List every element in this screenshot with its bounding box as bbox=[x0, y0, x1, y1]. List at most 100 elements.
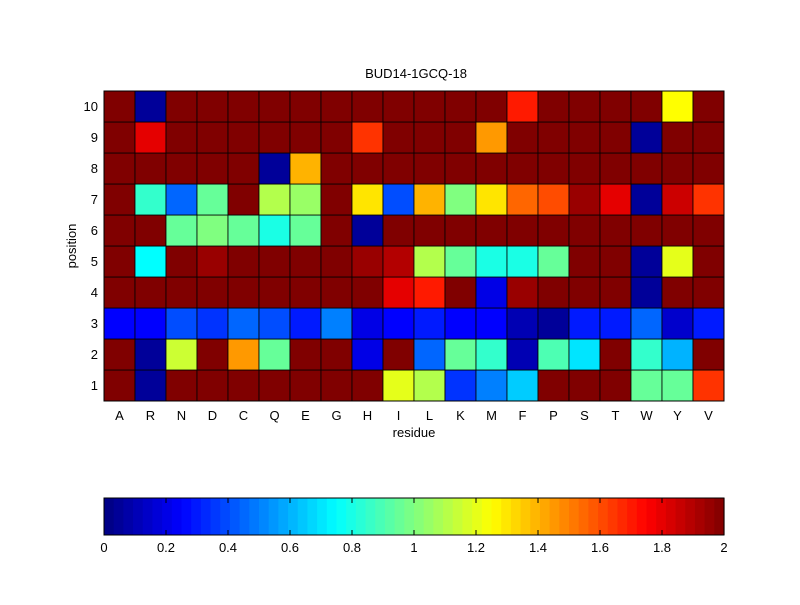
colorbar-swatch bbox=[656, 498, 667, 535]
heatmap-cell-A-4 bbox=[103, 276, 136, 309]
colorbar-swatch bbox=[481, 498, 493, 535]
colorbar-swatch bbox=[384, 498, 396, 535]
heatmap-cell-R-7 bbox=[134, 183, 167, 216]
heatmap-cell-Q-1 bbox=[258, 369, 291, 402]
heatmap-cell-M-8 bbox=[475, 152, 508, 185]
heatmap-cell-L-9 bbox=[413, 121, 446, 154]
x-tick-label-H: H bbox=[363, 408, 372, 423]
heatmap-cell-P-5 bbox=[537, 245, 570, 278]
heatmap-cell-G-7 bbox=[320, 183, 353, 216]
y-axis-ticks: 1 2 3 4 5 6 7 8 9 10 bbox=[84, 99, 98, 393]
heatmap-cell-E-1 bbox=[289, 369, 322, 402]
heatmap-cell-W-5 bbox=[630, 245, 663, 278]
heatmap-cell-I-1 bbox=[382, 369, 415, 402]
heatmap-cell-E-5 bbox=[289, 245, 322, 278]
heatmap-cell-W-8 bbox=[630, 152, 663, 185]
heatmap-cell-R-9 bbox=[134, 121, 167, 154]
heatmap-cell-T-2 bbox=[599, 338, 632, 371]
heatmap-cell-V-3 bbox=[692, 307, 725, 340]
x-axis-label: residue bbox=[393, 425, 436, 440]
heatmap-cell-R-2 bbox=[134, 338, 167, 371]
heatmap-cell-L-2 bbox=[413, 338, 446, 371]
y-axis-label: position bbox=[64, 224, 79, 269]
heatmap-cell-Q-8 bbox=[258, 152, 291, 185]
heatmap-cell-R-1 bbox=[134, 369, 167, 402]
heatmap-cell-D-2 bbox=[196, 338, 229, 371]
heatmap-cell-F-6 bbox=[506, 214, 539, 247]
colorbar-swatch bbox=[423, 498, 434, 535]
heatmap-cell-W-6 bbox=[630, 214, 663, 247]
colorbar-swatch bbox=[191, 498, 202, 535]
colorbar-swatch bbox=[404, 498, 415, 535]
heatmap-cell-N-10 bbox=[165, 90, 198, 123]
heatmap-cell-R-10 bbox=[134, 90, 167, 123]
colorbar-swatch bbox=[104, 498, 115, 535]
colorbar-swatch bbox=[665, 498, 677, 535]
heatmap-cell-Q-5 bbox=[258, 245, 291, 278]
heatmap-cell-I-3 bbox=[382, 307, 415, 340]
colorbar-tick-label: 0.2 bbox=[157, 540, 175, 555]
heatmap-cell-S-9 bbox=[568, 121, 601, 154]
heatmap-cell-D-8 bbox=[196, 152, 229, 185]
heatmap-cell-Q-2 bbox=[258, 338, 291, 371]
heatmap-cell-N-3 bbox=[165, 307, 198, 340]
colorbar-swatch bbox=[210, 498, 221, 535]
heatmap-cell-W-9 bbox=[630, 121, 663, 154]
x-tick-label-Y: Y bbox=[673, 408, 682, 423]
colorbar-swatch bbox=[704, 498, 715, 535]
y-tick-label-7: 7 bbox=[91, 192, 98, 207]
x-tick-label-I: I bbox=[397, 408, 401, 423]
colorbar-swatch bbox=[355, 498, 367, 535]
colorbar-tick-label: 1 bbox=[410, 540, 417, 555]
heatmap-cell-H-9 bbox=[351, 121, 384, 154]
heatmap-cell-L-6 bbox=[413, 214, 446, 247]
colorbar-swatch bbox=[123, 498, 134, 535]
heatmap-cell-F-10 bbox=[506, 90, 539, 123]
heatmap-cell-N-1 bbox=[165, 369, 198, 402]
colorbar-tick-label: 1.6 bbox=[591, 540, 609, 555]
heatmap-cell-N-7 bbox=[165, 183, 198, 216]
heatmap-cell-Y-7 bbox=[661, 183, 694, 216]
heatmap-cell-R-4 bbox=[134, 276, 167, 309]
heatmap-cell-T-7 bbox=[599, 183, 632, 216]
colorbar-swatch bbox=[162, 498, 173, 535]
heatmap-cell-D-7 bbox=[196, 183, 229, 216]
colorbar-swatch bbox=[336, 498, 347, 535]
colorbar-tick-label: 0 bbox=[100, 540, 107, 555]
heatmap-cell-D-5 bbox=[196, 245, 229, 278]
y-tick-label-1: 1 bbox=[91, 378, 98, 393]
colorbar-swatch bbox=[220, 498, 231, 535]
colorbar-swatch bbox=[394, 498, 405, 535]
heatmap-cell-P-8 bbox=[537, 152, 570, 185]
heatmap-cell-M-6 bbox=[475, 214, 508, 247]
colorbar-swatch bbox=[694, 498, 706, 535]
heatmap-cell-L-3 bbox=[413, 307, 446, 340]
heatmap-cell-K-6 bbox=[444, 214, 477, 247]
heatmap-cell-V-9 bbox=[692, 121, 725, 154]
colorbar-swatch bbox=[501, 498, 512, 535]
y-tick-label-5: 5 bbox=[91, 254, 98, 269]
heatmap-cell-E-8 bbox=[289, 152, 322, 185]
heatmap-cell-F-8 bbox=[506, 152, 539, 185]
heatmap-cell-Y-4 bbox=[661, 276, 694, 309]
heatmap-cell-W-7 bbox=[630, 183, 663, 216]
heatmap-cell-M-7 bbox=[475, 183, 508, 216]
heatmap-cell-N-6 bbox=[165, 214, 198, 247]
x-tick-label-T: T bbox=[612, 408, 620, 423]
colorbar bbox=[104, 498, 725, 535]
heatmap-cell-N-5 bbox=[165, 245, 198, 278]
x-tick-label-W: W bbox=[640, 408, 653, 423]
heatmap-cell-P-7 bbox=[537, 183, 570, 216]
colorbar-swatch bbox=[685, 498, 696, 535]
heatmap-cell-M-3 bbox=[475, 307, 508, 340]
heatmap-cell-K-3 bbox=[444, 307, 477, 340]
colorbar-swatch bbox=[229, 498, 241, 535]
heatmap-cell-C-2 bbox=[227, 338, 260, 371]
heatmap-cell-Y-8 bbox=[661, 152, 694, 185]
colorbar-swatch bbox=[510, 498, 522, 535]
colorbar-swatch bbox=[539, 498, 551, 535]
heatmap-cell-Q-6 bbox=[258, 214, 291, 247]
colorbar-swatch bbox=[133, 498, 144, 535]
heatmap-cell-V-2 bbox=[692, 338, 725, 371]
heatmap-cell-P-9 bbox=[537, 121, 570, 154]
